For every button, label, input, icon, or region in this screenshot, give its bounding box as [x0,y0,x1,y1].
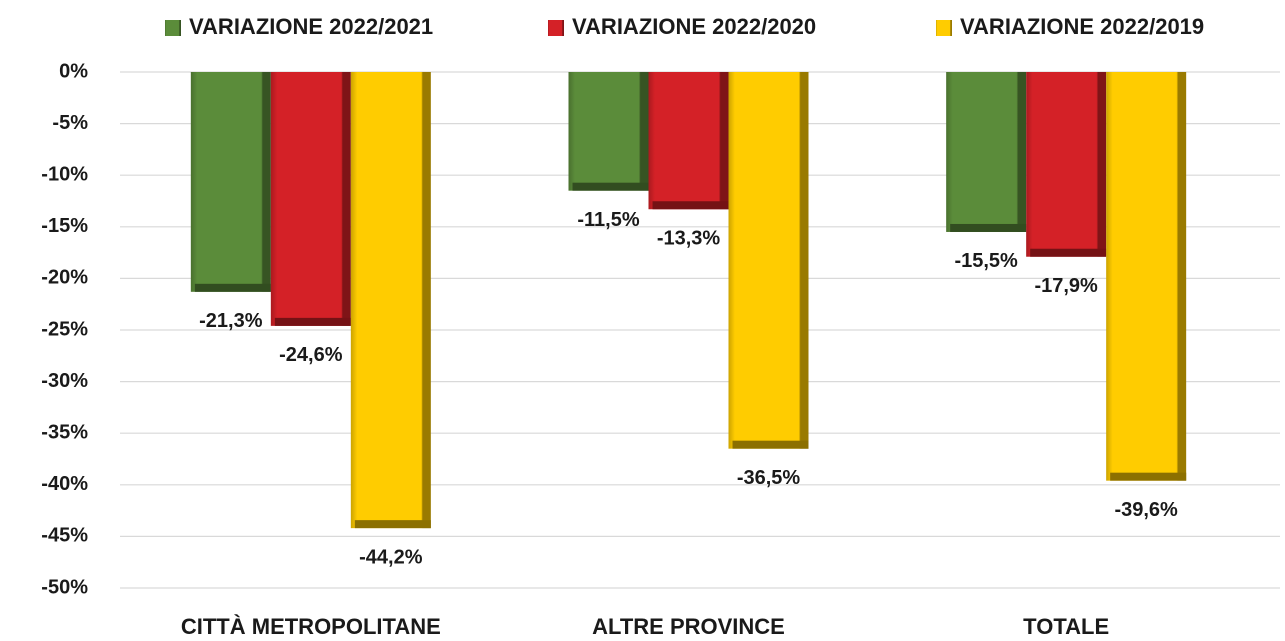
data-label: -17,9% [1034,275,1098,297]
bar [270,72,351,326]
bar [1026,72,1107,257]
legend-swatch [936,20,952,36]
bar [728,72,809,449]
bar-edge [950,223,1027,232]
y-tick-label: -35% [41,421,88,443]
bar-edge [652,201,729,210]
y-tick-label: -5% [52,112,88,134]
data-label: -24,6% [279,344,343,366]
data-label: -44,2% [359,546,423,568]
x-tick-label: CITTÀ METROPOLITANE [181,614,441,639]
y-tick-label: -45% [41,525,88,547]
legend-label: VARIAZIONE 2022/2019 [960,14,1204,39]
data-label: -15,5% [954,250,1018,272]
y-tick-label: -40% [41,473,88,495]
y-tick-label: 0% [59,60,88,82]
bar [350,72,431,529]
bar-edge [354,520,431,529]
bar [946,72,1027,232]
y-tick-label: -20% [41,267,88,289]
legend-swatch [548,20,564,36]
legend-label: VARIAZIONE 2022/2021 [189,14,433,39]
bar-edge [732,440,809,449]
bar [648,72,729,210]
x-tick-label: ALTRE PROVINCE [592,614,785,639]
bar [190,72,271,292]
y-tick-label: -15% [41,215,88,237]
data-label: -11,5% [577,209,639,231]
bar-edge [1110,472,1187,481]
y-tick-label: -10% [41,163,88,185]
bar [1106,72,1187,481]
bar-edge [1030,248,1107,257]
data-label: -13,3% [657,228,721,250]
bar [568,72,649,191]
data-label: -21,3% [199,310,263,332]
x-tick-label: TOTALE [1023,614,1109,639]
y-tick-label: -50% [41,576,88,598]
legend-label: VARIAZIONE 2022/2020 [572,14,816,39]
legend-swatch [165,20,181,36]
bar-edge [572,182,649,191]
data-label: -36,5% [737,467,801,489]
data-label: -39,6% [1114,499,1178,521]
y-tick-label: -25% [41,318,88,340]
bar-edge [194,283,271,292]
y-tick-label: -30% [41,370,88,392]
bar-edge [274,317,351,326]
